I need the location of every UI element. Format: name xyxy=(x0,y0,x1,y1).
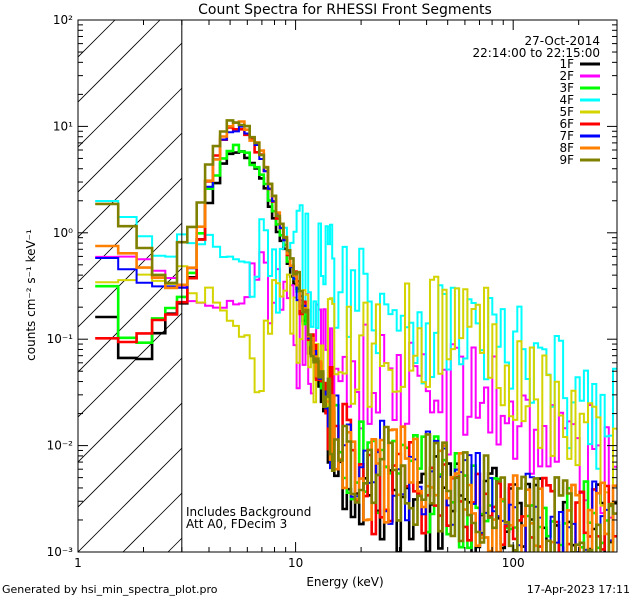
x-tick-label: 1 xyxy=(74,556,82,570)
x-tick-label: 10 xyxy=(288,556,303,570)
axis-tick-labels: 1 10 100 10² 10¹ 10⁰ 10⁻¹ 10⁻² 10⁻³ xyxy=(47,13,525,570)
legend-label-1F: 1F xyxy=(559,57,574,71)
series-line-5F xyxy=(95,265,617,507)
legend-label-3F: 3F xyxy=(559,81,574,95)
series-layer xyxy=(95,119,617,552)
legend-label-5F: 5F xyxy=(559,105,574,119)
footer-generated-by: Generated by hsi_min_spectra_plot.pro xyxy=(2,583,218,596)
hatch-line xyxy=(78,20,206,148)
axis-ticks xyxy=(77,19,618,553)
x-tick-label: 100 xyxy=(502,556,525,570)
y-tick-label: 10⁰ xyxy=(53,226,73,240)
footer-timestamp: 17-Apr-2023 17:11 xyxy=(526,583,630,596)
legend-label-9F: 9F xyxy=(559,153,574,167)
annotation-background: Includes Background xyxy=(186,505,311,519)
x-axis-label: Energy (keV) xyxy=(306,575,383,589)
hatch-line xyxy=(618,20,640,552)
annotation-attenuator: Att A0, FDecim 3 xyxy=(186,517,287,531)
series-line-4F xyxy=(95,200,617,470)
legend-label-7F: 7F xyxy=(559,129,574,143)
legend-label-2F: 2F xyxy=(559,69,574,83)
y-tick-label: 10² xyxy=(53,13,73,27)
legend-label-6F: 6F xyxy=(559,117,574,131)
y-tick-label: 10⁻¹ xyxy=(47,332,74,346)
series-line-9F xyxy=(95,119,617,552)
legend-label-8F: 8F xyxy=(559,141,574,155)
y-axis-label: counts cm⁻² s⁻¹ keV⁻¹ xyxy=(24,229,38,361)
time-range-label: 22:14:00 to 22:15:00 xyxy=(473,46,600,60)
y-tick-label: 10⁻² xyxy=(47,439,74,453)
chart-title: Count Spectra for RHESSI Front Segments xyxy=(198,2,492,18)
y-tick-label: 10¹ xyxy=(53,119,73,133)
legend-label-4F: 4F xyxy=(559,93,574,107)
date-label: 27-Oct-2014 xyxy=(524,34,600,48)
y-tick-label: 10⁻³ xyxy=(47,545,74,559)
plot-frame xyxy=(77,19,618,553)
hatch-line xyxy=(78,20,251,193)
